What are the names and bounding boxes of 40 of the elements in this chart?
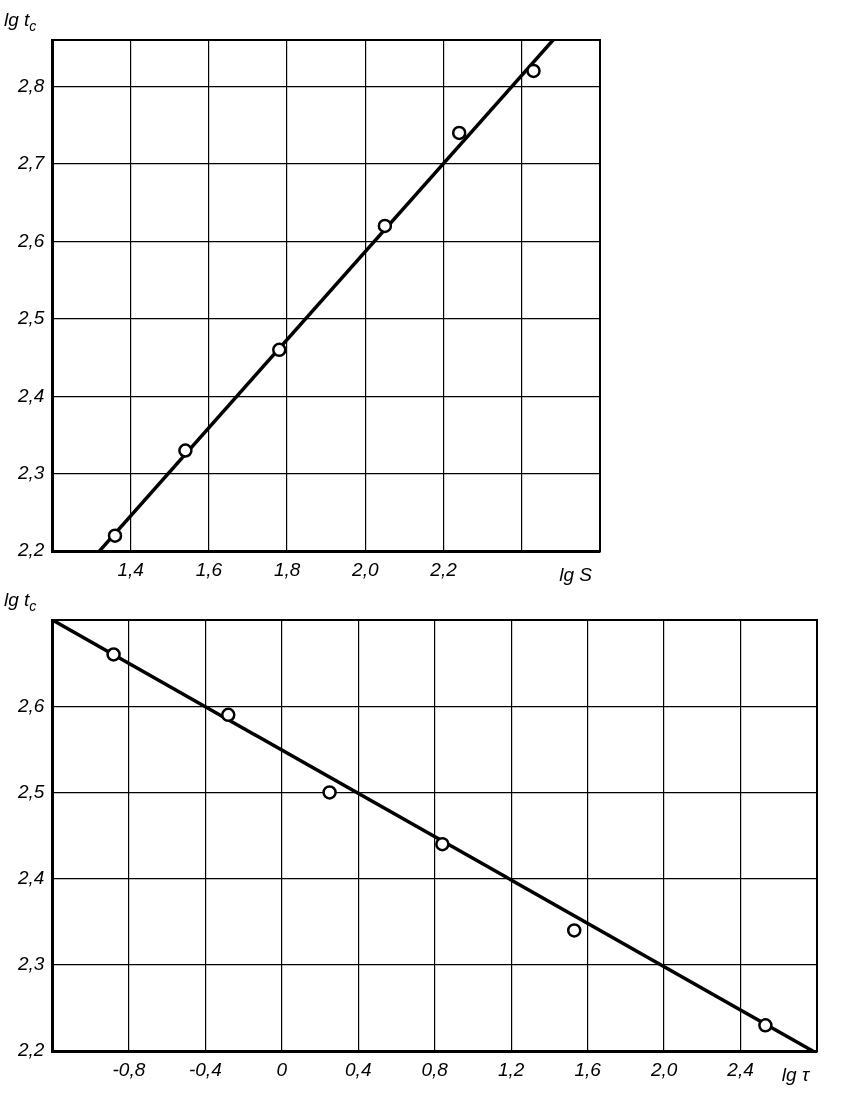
y-tick-label: 2,3 (16, 462, 45, 484)
x-tick-label: 1,8 (273, 558, 301, 580)
y-tick-label: 2,2 (16, 1039, 45, 1061)
x-tick-label: 2,0 (649, 1058, 678, 1080)
x-tick-label: 0 (276, 1058, 288, 1080)
x-axis-title: lg S (559, 564, 593, 586)
y-tick-label: 2,6 (16, 229, 45, 251)
x-tick-label: 0,8 (421, 1058, 449, 1080)
y-tick-label: 2,6 (16, 694, 45, 716)
x-tick-label: 1,2 (497, 1058, 525, 1080)
y-tick-label: 2,2 (16, 539, 45, 561)
x-tick-label: 2,0 (351, 558, 379, 580)
y-tick-label: 2,4 (16, 867, 45, 888)
x-tick-label: 0,4 (345, 1058, 372, 1080)
point (322, 785, 337, 800)
y-tick-label: 2,4 (16, 384, 45, 406)
point (272, 342, 287, 358)
x-tick-label: -0,8 (112, 1058, 146, 1080)
x-tick-label: 1,4 (117, 558, 144, 580)
point (758, 1018, 773, 1033)
point (526, 63, 541, 79)
y-tick-label: 2,8 (16, 74, 45, 96)
y-tick-label: 2,3 (16, 953, 45, 975)
y-tick-label: 2,7 (16, 152, 46, 174)
x-tick-label: 1,6 (574, 1058, 602, 1080)
point (435, 836, 450, 852)
y-tick-label: 2,5 (16, 780, 45, 802)
point (566, 923, 582, 938)
point (221, 707, 236, 723)
point (178, 443, 193, 458)
point (451, 125, 467, 141)
y-tick-label: 2,5 (16, 307, 45, 329)
point (377, 218, 393, 234)
x-tick-label: -0,4 (188, 1058, 222, 1080)
point (107, 528, 123, 543)
point (106, 647, 121, 662)
x-axis-title: lg τ (781, 1064, 811, 1086)
x-tick-label: 2,2 (429, 558, 458, 580)
x-tick-label: 1,6 (195, 558, 223, 580)
x-tick-label: 2,4 (726, 1058, 754, 1080)
